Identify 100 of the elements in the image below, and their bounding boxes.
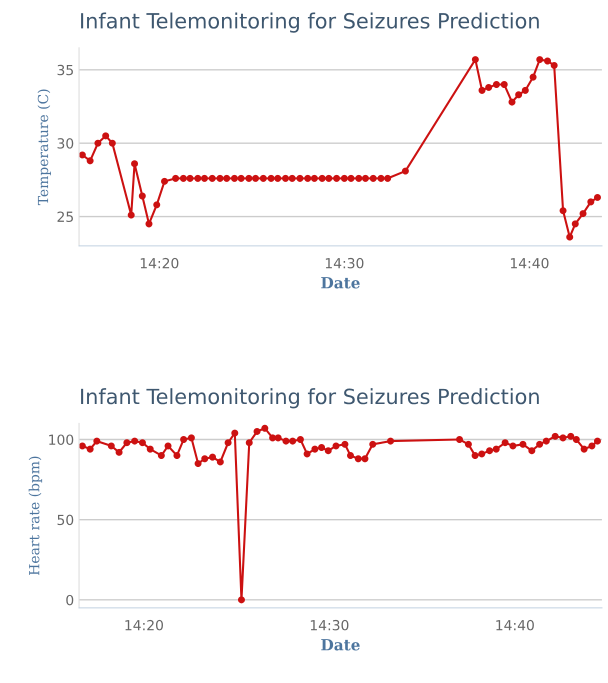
point [153,201,160,208]
point [304,450,311,458]
point [238,596,245,604]
point [318,174,326,182]
point [158,452,165,460]
point [550,62,558,69]
point [348,174,354,182]
point [572,220,579,228]
point [282,174,289,182]
y-tick-label: 25 [58,212,73,222]
point [324,447,332,454]
point [318,444,326,451]
point [180,436,188,443]
y-tick-label: 30 [58,138,74,149]
x-axis-title: Date [321,277,360,289]
point [544,58,551,64]
point [201,455,208,462]
point [261,424,268,432]
y-tick-label: 50 [58,514,74,526]
point [252,174,260,182]
point [186,174,194,182]
point [246,439,253,446]
point [587,198,594,206]
point [310,174,318,182]
point [387,438,394,445]
point [378,174,384,182]
point [552,432,559,440]
point [146,220,152,228]
point [180,174,187,182]
point [172,174,180,182]
chart-title: Infant Telemonitoring for Seizures Prediction [81,388,539,408]
point [296,436,304,443]
point [245,174,252,182]
point [161,178,168,185]
point [173,452,180,460]
point [519,440,526,448]
point [138,439,146,446]
point [209,454,216,461]
point [528,447,536,454]
y-axis-title: Temperature (C) [38,90,51,206]
point [86,157,94,164]
point [332,442,340,450]
point [509,442,516,450]
y-axis-title: Heart rate (bpm) [28,456,42,575]
point [274,434,282,442]
point [146,446,154,453]
point [194,174,202,182]
point [580,446,588,453]
point [508,98,516,106]
point [223,174,230,182]
point [594,438,601,445]
point [485,84,492,91]
point [201,174,208,182]
point [580,210,587,218]
point [79,442,86,450]
point [274,174,282,182]
point [304,174,312,182]
point [347,452,354,460]
point [355,174,362,182]
point [231,430,238,437]
point [369,440,376,448]
point [102,132,110,140]
point [572,436,580,443]
y-tick-label: 35 [58,64,73,76]
point [94,140,102,147]
point [566,234,574,241]
point [492,446,500,453]
point [456,436,463,443]
point [208,174,216,182]
point [108,140,116,147]
point [594,194,601,201]
y-tick-label: 100 [49,434,74,445]
point [116,448,123,456]
point [341,440,348,448]
point [333,174,340,182]
point [588,442,596,450]
x-tick-label: 14:30 [326,258,364,268]
point [502,439,509,446]
point [478,450,486,458]
x-tick-label: 14:20 [140,258,178,268]
point [311,446,318,453]
point [362,174,369,182]
y-tick-label: 0 [66,594,74,606]
point [93,438,100,445]
point [164,442,172,450]
point [289,438,296,445]
point [522,86,529,94]
point [472,452,479,460]
x-tick-label: 14:30 [310,620,348,630]
point [138,192,146,200]
point [478,86,486,94]
point [486,447,494,454]
point [464,440,472,448]
point [128,212,135,219]
point [515,91,522,98]
point [224,439,232,446]
point [370,174,377,182]
point [542,438,550,445]
point [354,455,362,462]
point [384,174,392,182]
